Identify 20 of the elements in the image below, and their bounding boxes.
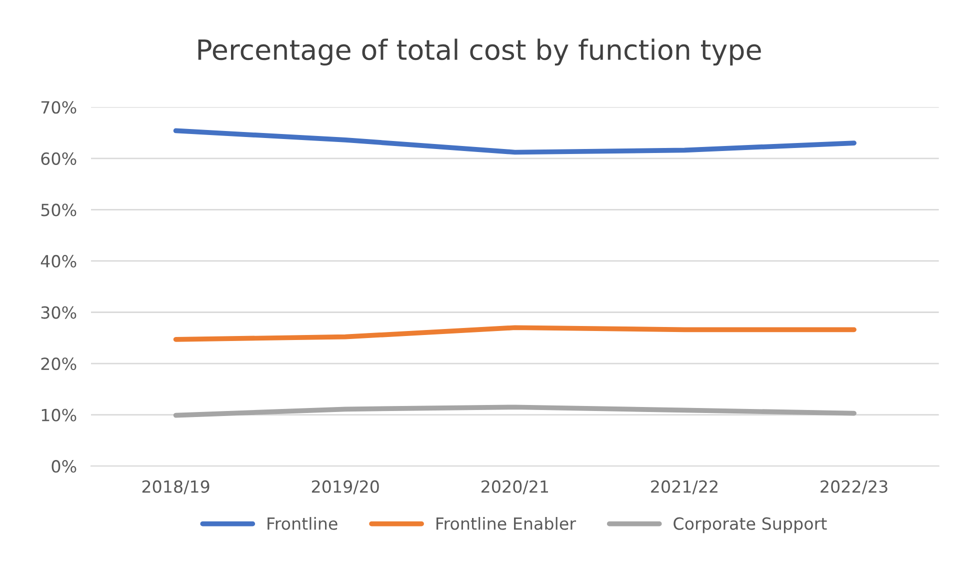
legend-label: Corporate Support [674, 517, 827, 534]
y-tick-label: 20% [41, 357, 76, 370]
line-series [173, 128, 856, 155]
y-tick-label: 30% [41, 306, 76, 319]
line-series [173, 325, 856, 342]
x-tick-label: 2019/20 [312, 480, 379, 494]
y-tick-label: 70% [41, 101, 76, 114]
legend-label: Frontline [268, 516, 338, 530]
line-series [173, 404, 856, 418]
y-tick-label: 60% [41, 152, 76, 165]
legend-label: Frontline Enabler [436, 516, 576, 530]
chart-title: Percentage of total cost by function type [198, 38, 761, 66]
x-tick-label: 2021/22 [651, 480, 718, 494]
x-tick-label: 2022/23 [820, 480, 888, 494]
x-tick-label: 2018/19 [142, 480, 210, 494]
y-tick-label: 0% [52, 460, 76, 473]
y-tick-label: 50% [41, 204, 76, 216]
y-tick-label: 40% [40, 254, 76, 268]
x-tick-label: 2020/21 [482, 480, 548, 494]
y-tick-label: 10% [42, 408, 76, 422]
